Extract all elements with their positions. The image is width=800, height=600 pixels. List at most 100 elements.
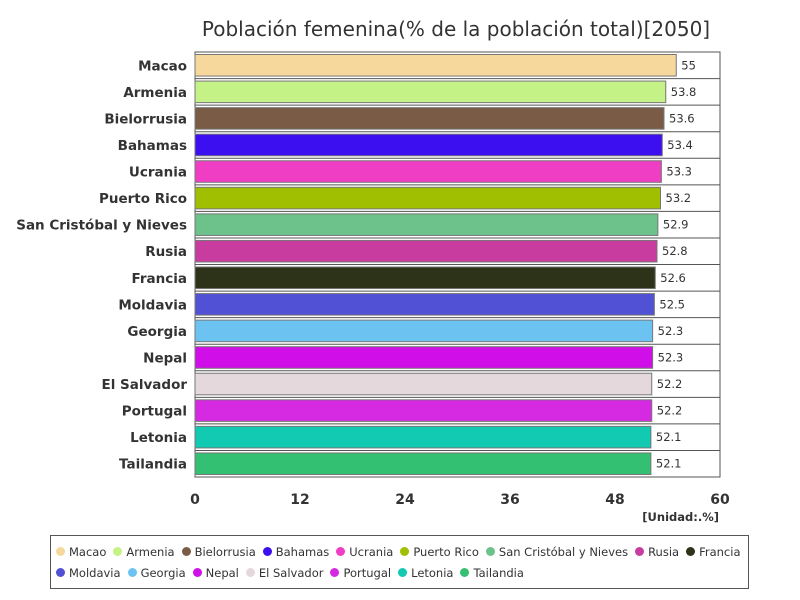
legend-swatch [56, 568, 65, 577]
x-tick-label: 0 [190, 492, 200, 508]
bar-2 [194, 80, 667, 104]
legend-label: Puerto Rico [413, 544, 479, 559]
legend-swatch [460, 568, 470, 577]
category-label: Bielorrusia [104, 111, 187, 127]
x-tick-label: 48 [605, 492, 624, 508]
legend-item: Francia [686, 541, 741, 562]
chart-title: Población femenina(% de la población tot… [202, 17, 710, 41]
bar-12 [194, 346, 654, 369]
legend-swatch [398, 568, 408, 577]
bar-6 [194, 186, 661, 210]
legend-item: Armenia [113, 541, 175, 562]
bar-13 [194, 372, 653, 396]
legend-item: Letonia [398, 562, 453, 583]
bar-11 [194, 319, 654, 343]
bar-14 [194, 399, 653, 422]
legend-label: Bielorrusia [194, 544, 256, 559]
bar-3 [194, 107, 665, 130]
legend-item: Moldavia [56, 562, 121, 583]
legend-swatch [192, 568, 202, 577]
legend-item: Puerto Rico [400, 541, 479, 562]
legend-label: El Salvador [258, 565, 324, 580]
value-label: 53.3 [666, 165, 692, 179]
value-label: 52.2 [657, 404, 683, 418]
unit-label: [Unidad:.%] [642, 510, 719, 524]
x-tick-label: 24 [395, 492, 415, 508]
value-label: 52.2 [657, 377, 683, 391]
category-label: Portugal [122, 404, 187, 420]
legend-item: Macao [56, 541, 106, 562]
value-label: 52.8 [662, 244, 688, 258]
legend-swatch [330, 568, 340, 577]
value-label: 52.3 [658, 324, 684, 338]
bar-8 [194, 239, 658, 263]
category-label: Rusia [145, 244, 187, 260]
value-label: 52.1 [656, 430, 682, 444]
category-label: San Cristóbal y Nieves [16, 218, 187, 234]
legend-item: Nepal [192, 562, 239, 583]
legend-label: Tailandia [473, 565, 524, 580]
legend-label: Letonia [411, 565, 454, 580]
value-label: 52.9 [663, 218, 689, 232]
legend-label: Georgia [140, 565, 186, 580]
value-label: 52.5 [659, 297, 685, 311]
legend-label: Portugal [343, 565, 392, 580]
legend-swatch [686, 547, 696, 556]
legend-swatch [262, 547, 272, 556]
legend-item: Bielorrusia [181, 541, 256, 562]
bar-5 [194, 160, 662, 183]
legend-label: Rusia [648, 544, 680, 559]
legend-item: San Cristóbal y Nieves [485, 541, 629, 562]
category-label: Tailandia [119, 457, 187, 473]
legend-swatch [400, 547, 410, 556]
legend-swatch [485, 547, 495, 556]
value-label: 55 [681, 58, 696, 72]
legend-item: Rusia [635, 541, 679, 562]
legend-label: Bahamas [275, 544, 330, 559]
category-label: Moldavia [118, 297, 187, 313]
value-label: 53.4 [667, 138, 693, 152]
legend-item: Georgia [127, 562, 186, 583]
legend-item: Tailandia [460, 562, 524, 583]
legend-item: Ucrania [336, 541, 393, 562]
category-label: Nepal [143, 350, 187, 366]
bar-1 [194, 54, 677, 77]
category-label: Ucrania [129, 165, 187, 181]
category-label: Bahamas [118, 138, 187, 154]
legend-swatch [181, 547, 191, 556]
legend-item: El Salvador [245, 562, 324, 583]
bar-4 [194, 133, 663, 157]
legend-swatch [336, 547, 346, 556]
value-label: 53.2 [666, 191, 692, 205]
legend-label: Macao [69, 544, 107, 559]
value-label: 52.1 [656, 457, 682, 471]
legend-label: Moldavia [69, 565, 121, 580]
x-tick-label: 60 [710, 492, 730, 508]
legend-label: Ucrania [349, 544, 394, 559]
bar-7 [194, 213, 659, 236]
category-label: Georgia [127, 324, 187, 340]
legend-swatch [127, 568, 137, 577]
legend-swatch [113, 547, 123, 556]
category-label: Francia [132, 271, 187, 287]
x-tick-label: 12 [290, 492, 309, 508]
bar-16 [194, 452, 652, 475]
category-label: Macao [138, 58, 187, 74]
bar-9 [194, 266, 656, 290]
legend-swatch [635, 547, 645, 556]
category-label: Puerto Rico [99, 191, 187, 207]
bar-15 [194, 425, 652, 449]
category-label: Armenia [123, 85, 187, 101]
legend-item: Portugal [330, 562, 391, 583]
plot-area: Macao 55 Armenia 53.8 Bielorrusia 53.6 Bahamas… [16, 51, 730, 508]
legend-item: Bahamas [262, 541, 330, 562]
legend-label: Francia [699, 544, 741, 559]
legend-label: Armenia [126, 544, 175, 559]
legend-label: San Cristóbal y Nieves [498, 544, 629, 559]
value-label: 53.6 [669, 111, 695, 125]
value-label: 53.8 [671, 85, 697, 99]
category-label: El Salvador [101, 377, 187, 393]
legend-swatch [56, 547, 65, 556]
category-label: Letonia [130, 430, 187, 446]
